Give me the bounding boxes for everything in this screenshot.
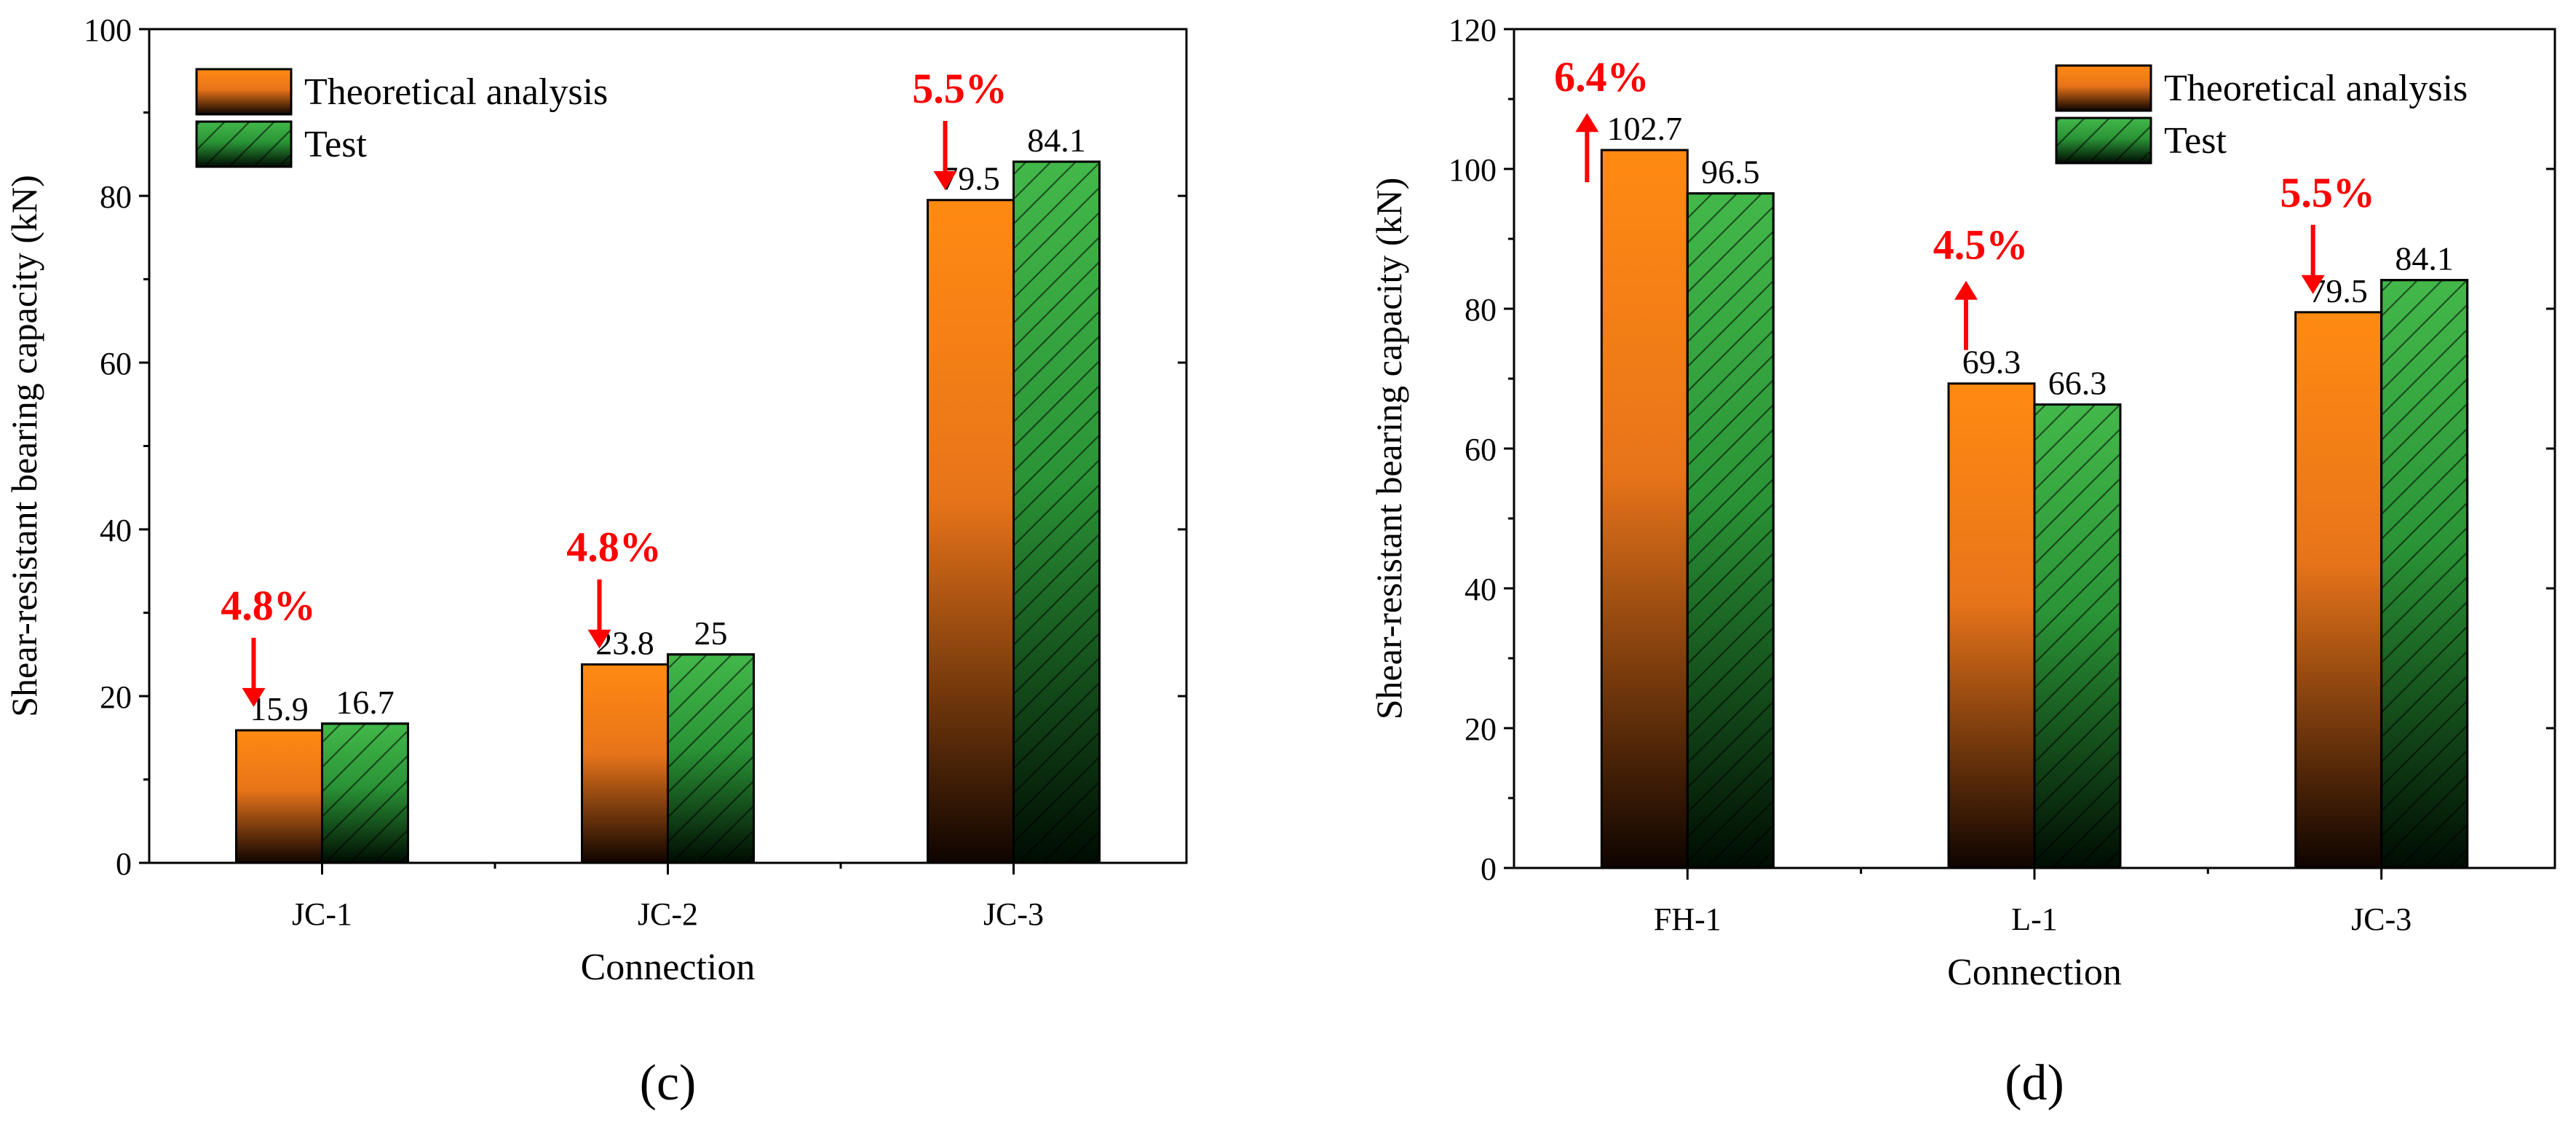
test-value-label: 66.3 bbox=[2048, 365, 2107, 402]
theory-bar-l-1 bbox=[1947, 382, 2036, 869]
legend-swatch-test-hatch bbox=[195, 120, 293, 168]
test-value-label: 16.7 bbox=[336, 684, 395, 721]
theory-value-label: 69.3 bbox=[1962, 344, 2021, 381]
y-tick-label: 20 bbox=[1465, 711, 1497, 747]
x-tick-label: L-1 bbox=[2011, 901, 2058, 937]
x-axis-label: Connection bbox=[1947, 952, 2122, 993]
panel-d-chart: 102.769.379.596.566.384.1020406080100120… bbox=[1368, 12, 2556, 1111]
difference-percent-label: 4.5% bbox=[1933, 221, 2029, 269]
difference-arrow-head bbox=[933, 170, 957, 190]
y-tick-label: 60 bbox=[100, 346, 132, 382]
test-value-label: 84.1 bbox=[2395, 240, 2454, 277]
difference-arrow-head bbox=[242, 687, 266, 707]
x-tick-label: JC-3 bbox=[2351, 901, 2411, 937]
difference-arrow-head bbox=[2301, 275, 2325, 294]
y-tick-label: 120 bbox=[1448, 12, 1497, 48]
theory-bar-jc-3 bbox=[927, 199, 1015, 864]
legend-label-test: Test bbox=[2164, 120, 2227, 162]
y-tick-label: 80 bbox=[1465, 292, 1497, 328]
x-axis-label: Connection bbox=[581, 947, 756, 988]
difference-percent-label: 5.5% bbox=[912, 65, 1007, 112]
x-tick-label: JC-1 bbox=[292, 896, 352, 932]
y-tick-label: 0 bbox=[116, 846, 132, 882]
theory-bar-fh-1 bbox=[1600, 149, 1689, 869]
test-bar-hatch-jc-3 bbox=[2380, 279, 2469, 869]
test-bar-hatch-l-1 bbox=[2033, 403, 2122, 869]
legend-swatch-test-hatch bbox=[2055, 117, 2152, 165]
test-bar-hatch-jc-3 bbox=[1012, 160, 1101, 864]
y-axis-label: Shear-resistant bearing capacity (kN) bbox=[4, 175, 44, 717]
x-tick-label: JC-2 bbox=[638, 896, 698, 932]
difference-percent-label: 4.8% bbox=[566, 524, 662, 571]
y-tick-label: 0 bbox=[1481, 851, 1497, 887]
legend-swatch-theory bbox=[2055, 64, 2152, 112]
test-value-label: 96.5 bbox=[1701, 154, 1760, 191]
y-tick-label: 100 bbox=[1448, 152, 1497, 188]
y-tick-label: 60 bbox=[1465, 432, 1497, 467]
difference-percent-label: 5.5% bbox=[2280, 169, 2375, 216]
test-value-label: 25 bbox=[694, 615, 728, 652]
y-tick-label: 40 bbox=[100, 513, 132, 548]
theory-bar-jc-3 bbox=[2294, 311, 2383, 869]
test-bar-hatch-jc-2 bbox=[667, 653, 755, 864]
difference-arrow-head bbox=[1954, 280, 1978, 300]
test-bar-hatch-jc-1 bbox=[321, 722, 409, 864]
y-tick-label: 80 bbox=[100, 179, 132, 215]
test-bar-hatch-fh-1 bbox=[1686, 192, 1775, 869]
theory-value-label: 102.7 bbox=[1607, 110, 1683, 147]
y-tick-label: 100 bbox=[84, 12, 132, 48]
panel-label: (c) bbox=[640, 1055, 697, 1111]
legend-label-theory: Theoretical analysis bbox=[304, 71, 608, 113]
legend-swatch-theory bbox=[195, 68, 293, 116]
legend-label-test: Test bbox=[304, 124, 367, 165]
x-tick-label: FH-1 bbox=[1654, 901, 1721, 937]
test-value-label: 84.1 bbox=[1027, 122, 1086, 159]
difference-percent-label: 4.8% bbox=[221, 582, 316, 629]
theory-bar-jc-1 bbox=[235, 729, 323, 864]
panel-label: (d) bbox=[2005, 1055, 2064, 1111]
y-tick-label: 40 bbox=[1465, 572, 1497, 607]
difference-arrow-head bbox=[587, 629, 611, 649]
y-axis-label: Shear-resistant bearing capacity (kN) bbox=[1368, 178, 1409, 720]
x-tick-label: JC-3 bbox=[983, 896, 1044, 932]
legend-label-theory: Theoretical analysis bbox=[2164, 68, 2468, 109]
difference-arrow-head bbox=[1575, 113, 1599, 133]
difference-percent-label: 6.4% bbox=[1554, 53, 1649, 100]
y-tick-label: 20 bbox=[100, 679, 132, 715]
theory-bar-jc-2 bbox=[581, 663, 669, 864]
